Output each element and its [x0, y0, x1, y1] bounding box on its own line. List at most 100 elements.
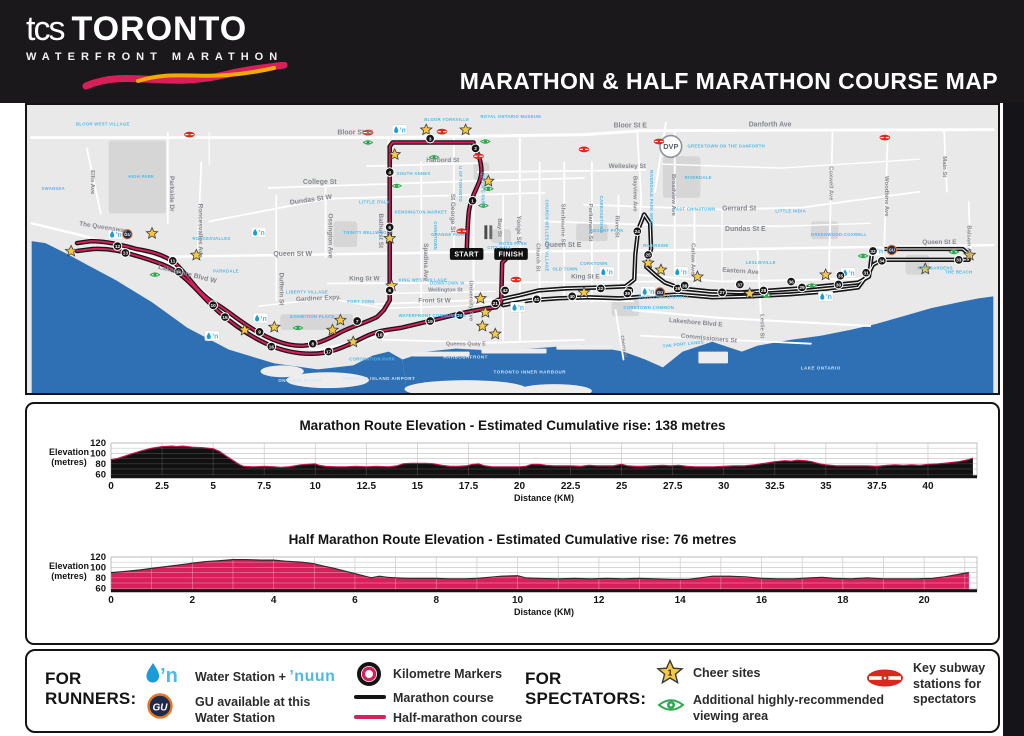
park-area	[333, 221, 358, 248]
neighbourhood-label: FORT YORK	[347, 299, 375, 304]
water-label: LAKE ONTARIO	[801, 365, 841, 370]
street-label: King St E	[571, 274, 600, 281]
x-axis-label: Distance (KM)	[514, 493, 574, 503]
water-label: TORONTO ISLAND AIRPORT	[342, 376, 415, 381]
km-marker: 10	[208, 300, 218, 311]
island-shape	[286, 372, 369, 389]
street-label: Dundas St E	[725, 226, 766, 233]
nuun-n-label: ’n	[681, 269, 687, 276]
cheer-site-icon	[64, 244, 78, 257]
km-marker: 14	[173, 266, 184, 277]
neighbourhood-label: DISTILLERY DISTRICT	[638, 294, 689, 299]
km-marker: 40	[567, 291, 578, 302]
finish-marker: FINISH	[494, 248, 528, 260]
right-black-strip	[1003, 0, 1024, 736]
street-label: Queens Quay E	[446, 342, 486, 348]
water-station-icon: ’n	[146, 663, 178, 687]
x-tick-label: 30	[718, 481, 730, 492]
water-station-icon: ’n	[391, 124, 408, 135]
park-area	[491, 229, 512, 244]
cheer-site-icon	[383, 231, 397, 244]
cheer-site-icon	[333, 313, 348, 326]
cheer-site-icon	[145, 226, 159, 239]
y-tick-label: 60	[95, 583, 106, 594]
x-tick-label: 20	[919, 595, 931, 606]
km-number: 27	[719, 290, 725, 296]
half-elevation-title: Half Marathon Route Elevation - Estimate…	[288, 532, 737, 547]
elevation-panel: Marathon Route Elevation - Estimated Cum…	[25, 402, 1000, 645]
neighbourhood-label: ROYAL ONTARIO MUSEUM	[480, 114, 541, 119]
km-marker: 32	[868, 246, 878, 256]
viewing-area-icon	[479, 139, 491, 144]
km-number: 5	[388, 225, 391, 231]
water-station-icon: ’n	[818, 291, 834, 302]
neighbourhood-label: MOSS PARK	[499, 241, 528, 246]
cheer-site-icon	[481, 174, 495, 187]
street-label: Coxwell Ave	[828, 166, 834, 201]
street-label: The Queensway	[79, 220, 129, 235]
km-number: 35	[838, 273, 844, 279]
street-label: River St	[614, 215, 620, 237]
cheer-site-icon	[654, 263, 668, 276]
subway-station-icon	[510, 276, 522, 283]
x-tick-label: 40	[922, 481, 934, 492]
viewing-area-icon	[657, 699, 685, 711]
km-number: 4	[388, 170, 391, 176]
course-map-svg: DVP’n’n’n’n’n’n’n’n’n’n’n’nGUGUGU1234567…	[30, 114, 995, 393]
street-label: Queen St W	[273, 251, 312, 258]
viewing-area-icon	[948, 249, 960, 255]
km-marker: 19	[425, 316, 435, 326]
street	[257, 297, 496, 309]
subway-station-icon	[184, 131, 195, 138]
nuun-n-label: ’n	[116, 232, 122, 239]
street-label: Leslie St	[759, 314, 765, 338]
km-number: 31	[863, 270, 869, 276]
water-station-icon: ’n	[510, 302, 526, 313]
park-area	[108, 140, 166, 214]
neighbourhood-label: THE BEACH	[945, 270, 972, 275]
x-tick-label: 18	[837, 595, 849, 606]
neighbourhood-label: CHINATOWN	[433, 221, 438, 250]
neighbourhood-label: EAST CHINATOWN	[673, 207, 716, 212]
street	[640, 334, 812, 345]
km-number: 28	[761, 288, 767, 294]
viewing-area-icon	[292, 325, 304, 331]
street	[662, 158, 921, 169]
subway-station-icon	[653, 138, 665, 145]
elevation-area	[111, 559, 969, 591]
water-station-icon: ’n	[599, 266, 615, 277]
km-marker: 8	[307, 338, 318, 349]
neighbourhood-label: LITTLE INDIA	[775, 209, 806, 214]
km-marker: 11	[167, 256, 178, 266]
neighbourhood-label: CORKTOWN COMMON	[623, 305, 674, 310]
neighbourhood-label: PARKDALE	[213, 269, 239, 274]
water-station-icon: ’n	[250, 227, 267, 238]
street	[827, 131, 834, 282]
neighbourhood-label: U OF TORONTO	[458, 166, 463, 202]
y-axis-label: Elevation	[49, 447, 89, 457]
street-label: Queen St E	[922, 239, 957, 246]
subway-station-icon	[578, 146, 590, 153]
neighbourhood-label: TRINITY BELLWOODS	[343, 230, 393, 235]
neighbourhood-label: WATERFRONT COMMUNITIES	[399, 313, 466, 318]
street-label: Gerrard St	[722, 206, 757, 213]
km-marker: 28	[758, 285, 769, 296]
km-number: 36	[789, 279, 795, 285]
street	[967, 200, 972, 252]
km-number: 30	[836, 282, 842, 288]
km-markers-label: Kilometre Markers	[393, 667, 503, 681]
km-number: 41	[534, 297, 540, 303]
legend-runners-heading: FOR RUNNERS:	[45, 669, 137, 708]
cheer-site-icon	[238, 323, 252, 336]
street	[366, 162, 479, 168]
route-center	[495, 213, 970, 301]
street	[208, 191, 546, 223]
street	[780, 222, 871, 228]
page-title: MARATHON & HALF MARATHON COURSE MAP	[459, 68, 998, 94]
logo-city: TORONTO	[71, 10, 248, 48]
neighbourhood-label: SOUTH ANNEX	[397, 171, 431, 176]
cheer-site-icon	[267, 320, 281, 333]
street-label: Lakeshore Blvd E	[669, 317, 724, 329]
neighbourhood-label: LITTLE ITALY	[359, 200, 390, 205]
street-label: St George St	[449, 194, 456, 234]
